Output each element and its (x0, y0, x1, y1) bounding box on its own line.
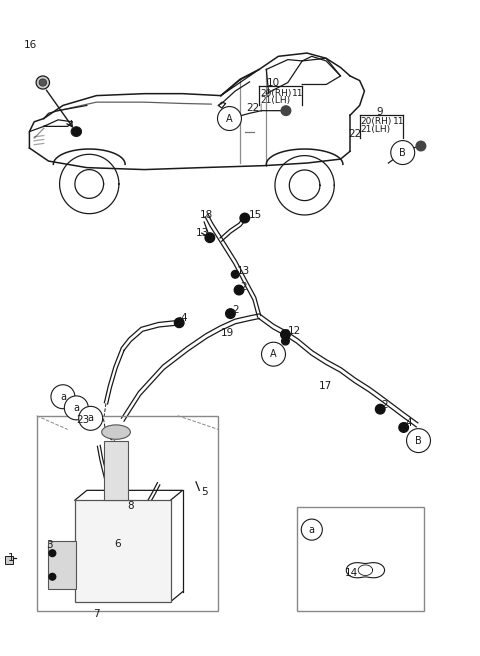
Text: a: a (88, 413, 94, 423)
Text: 10: 10 (267, 77, 280, 87)
Text: A: A (226, 113, 233, 123)
Ellipse shape (71, 127, 82, 136)
Text: 15: 15 (249, 211, 262, 220)
Bar (4, 556, 13, 564)
Ellipse shape (375, 404, 385, 414)
Ellipse shape (282, 337, 289, 345)
Text: 13: 13 (237, 266, 250, 276)
Text: B: B (415, 436, 422, 445)
Ellipse shape (262, 342, 286, 366)
Ellipse shape (240, 213, 250, 223)
Text: 12: 12 (288, 326, 301, 337)
Text: 5: 5 (201, 487, 207, 497)
Ellipse shape (399, 422, 408, 432)
Text: 2: 2 (381, 400, 388, 410)
Text: a: a (309, 525, 315, 535)
Ellipse shape (49, 550, 56, 556)
Text: 22: 22 (247, 103, 260, 113)
Ellipse shape (301, 519, 323, 540)
Text: 11: 11 (393, 117, 405, 127)
Ellipse shape (49, 573, 56, 580)
Ellipse shape (407, 428, 431, 453)
Text: 6: 6 (115, 539, 121, 549)
Text: 2: 2 (232, 305, 239, 316)
Text: │: │ (258, 104, 263, 112)
Bar (48, 541, 76, 588)
Text: 13: 13 (196, 228, 209, 238)
Ellipse shape (234, 285, 244, 295)
Text: 20(RH): 20(RH) (360, 117, 392, 127)
Text: 17: 17 (319, 380, 332, 390)
Ellipse shape (226, 309, 235, 318)
Text: 11: 11 (292, 89, 303, 98)
Text: a: a (60, 392, 66, 401)
Text: 16: 16 (24, 40, 37, 51)
Ellipse shape (231, 270, 239, 278)
Ellipse shape (51, 385, 75, 409)
Text: a: a (73, 403, 79, 413)
Ellipse shape (174, 318, 184, 327)
Ellipse shape (64, 396, 88, 420)
Bar (298, 507, 424, 611)
Text: 20(RH): 20(RH) (261, 89, 292, 98)
Ellipse shape (39, 79, 47, 86)
Text: 2: 2 (240, 283, 247, 293)
Text: 8: 8 (128, 501, 134, 511)
Text: 22: 22 (348, 129, 361, 138)
Text: 9: 9 (376, 107, 383, 117)
Text: 18: 18 (199, 211, 213, 220)
Text: B: B (399, 148, 406, 157)
Text: 21(LH): 21(LH) (360, 125, 391, 134)
Ellipse shape (217, 106, 241, 131)
Bar (104, 441, 129, 500)
Text: 19: 19 (221, 328, 234, 338)
Ellipse shape (102, 425, 131, 440)
Text: 4: 4 (405, 418, 412, 428)
Text: 21(LH): 21(LH) (261, 96, 291, 106)
Ellipse shape (205, 233, 215, 243)
Text: 7: 7 (93, 609, 100, 619)
Ellipse shape (416, 141, 426, 151)
Ellipse shape (79, 406, 103, 430)
Text: A: A (270, 349, 277, 359)
Ellipse shape (391, 140, 415, 165)
Text: 23: 23 (76, 415, 90, 424)
Text: 1: 1 (8, 554, 14, 564)
Text: 4: 4 (180, 313, 187, 323)
Ellipse shape (281, 106, 291, 115)
Ellipse shape (281, 330, 290, 339)
Bar (36, 416, 218, 611)
Ellipse shape (36, 76, 49, 89)
Bar (75, 500, 170, 602)
Text: 3: 3 (46, 541, 53, 550)
Text: 14: 14 (345, 569, 359, 579)
